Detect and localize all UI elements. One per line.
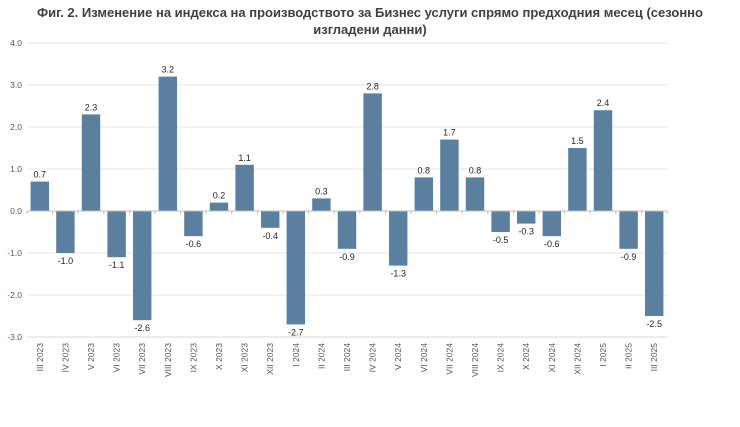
y-tick-label: 1.0 [10,164,22,174]
y-tick-label: 2.0 [10,122,22,132]
x-tick-label: VII 2024 [444,343,454,375]
x-tick-label: XI 2023 [240,343,250,373]
y-tick-label: 0.0 [10,206,22,216]
x-tick-label: XII 2024 [572,343,582,375]
y-tick-label: -3.0 [7,332,22,342]
bar [619,211,638,249]
data-label: 1.7 [443,128,456,138]
bar [107,211,126,258]
data-label: -1.1 [109,260,125,270]
data-label: -2.5 [646,319,662,329]
data-label: 2.8 [366,81,379,91]
y-tick-label: -2.0 [7,290,22,300]
bar [81,114,101,211]
x-tick-label: III 2023 [35,343,45,372]
bar [593,110,613,211]
bar [491,211,510,232]
bar [388,211,408,266]
bar [516,211,536,224]
data-label: 1.5 [571,136,584,146]
x-tick-label: I 2024 [291,343,301,367]
bar [56,211,75,253]
data-label: -0.5 [493,235,509,245]
bar [440,139,459,211]
bar [286,211,306,325]
x-tick-label: III 2024 [342,343,352,372]
bar [542,211,562,237]
bar [414,177,434,211]
data-label: 0.8 [418,165,431,175]
x-tick-label: I 2025 [598,343,608,367]
data-label: 0.3 [315,186,328,196]
x-tick-label: IX 2024 [496,343,506,373]
x-tick-label: IX 2023 [188,343,198,373]
data-label: 2.4 [597,98,610,108]
data-label: 1.1 [238,153,251,163]
bar [337,211,357,249]
x-tick-label: V 2023 [86,343,96,370]
x-tick-label: VI 2023 [112,343,122,373]
data-label: 0.7 [34,170,47,180]
bar [30,181,50,211]
data-label: -1.3 [390,269,406,279]
x-tick-label: II 2025 [624,343,634,369]
bar [235,164,254,211]
bar [465,177,485,211]
y-tick-label: 3.0 [10,80,22,90]
bar [260,211,280,228]
data-label: 2.3 [85,102,98,112]
bar [209,202,229,211]
data-label: -2.6 [134,323,150,333]
bar [363,93,382,211]
data-label: -2.7 [288,327,304,337]
data-label: -0.6 [544,239,560,249]
data-label: -0.9 [339,252,355,262]
data-label: -1.0 [58,256,74,266]
bar [312,198,331,211]
data-label: -0.6 [186,239,202,249]
x-tick-label: V 2024 [393,343,403,370]
x-tick-label: VIII 2023 [163,343,173,377]
bar [644,211,664,316]
x-tick-label: VI 2024 [419,343,429,373]
x-tick-label: VII 2023 [137,343,147,375]
x-tick-label: IV 2023 [60,343,70,373]
x-tick-label: III 2025 [649,343,659,372]
bar [568,148,587,211]
bar [132,211,152,321]
data-label: -0.4 [262,231,278,241]
y-tick-label: -1.0 [7,248,22,258]
bar [184,211,203,237]
x-tick-label: II 2024 [316,343,326,369]
chart-title: Фиг. 2. Изменение на индекса на производ… [0,4,740,38]
x-tick-label: X 2024 [521,343,531,370]
data-label: -0.3 [518,227,534,237]
data-label: 0.8 [469,165,482,175]
chart-title-line-1: Фиг. 2. Изменение на индекса на производ… [37,5,703,20]
bar [158,76,178,211]
data-label: 0.2 [213,191,226,201]
data-label: -0.9 [621,252,637,262]
chart-title-line-2: изгладени данни) [313,22,427,37]
data-label: 3.2 [162,65,175,75]
x-tick-label: IV 2024 [368,343,378,373]
x-tick-label: XI 2024 [547,343,557,373]
x-tick-label: XII 2023 [265,343,275,375]
y-tick-label: 4.0 [10,38,22,48]
x-tick-label: X 2023 [214,343,224,370]
x-tick-label: VIII 2024 [470,343,480,377]
